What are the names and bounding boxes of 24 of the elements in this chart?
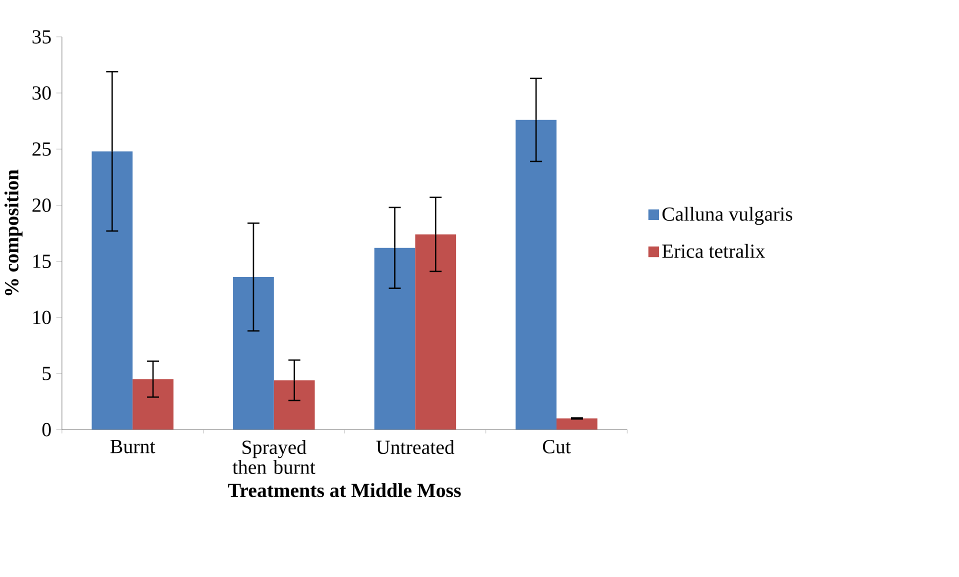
y-tick-label: 0	[42, 422, 51, 436]
y-tick-label: 10	[33, 310, 51, 324]
x-tick-label: Burnt	[110, 440, 156, 454]
bar	[516, 120, 557, 430]
y-tick-label: 15	[33, 254, 51, 268]
legend-label: Calluna vulgaris	[662, 206, 792, 225]
x-axis-title: Treatments at Middle Moss	[228, 483, 461, 498]
bar	[132, 379, 174, 430]
bar	[556, 418, 598, 430]
x-tick-label: Cut	[542, 440, 571, 454]
bar	[415, 234, 456, 430]
bar	[92, 151, 133, 430]
bar	[274, 380, 315, 430]
bar	[374, 248, 416, 430]
x-tick-label: Untreated	[376, 440, 454, 454]
y-tick-label: 30	[32, 86, 51, 100]
y-tick-label: 5	[42, 366, 51, 380]
y-axis-title: % composition	[4, 170, 23, 296]
x-tick-label: Sprayed then burnt	[232, 440, 316, 474]
bar	[233, 276, 274, 430]
legend-label: Erica tetralix	[662, 244, 765, 258]
y-tick-label: 25	[32, 142, 51, 156]
y-tick-label: 35	[32, 30, 51, 44]
y-tick-label: 20	[32, 198, 51, 212]
